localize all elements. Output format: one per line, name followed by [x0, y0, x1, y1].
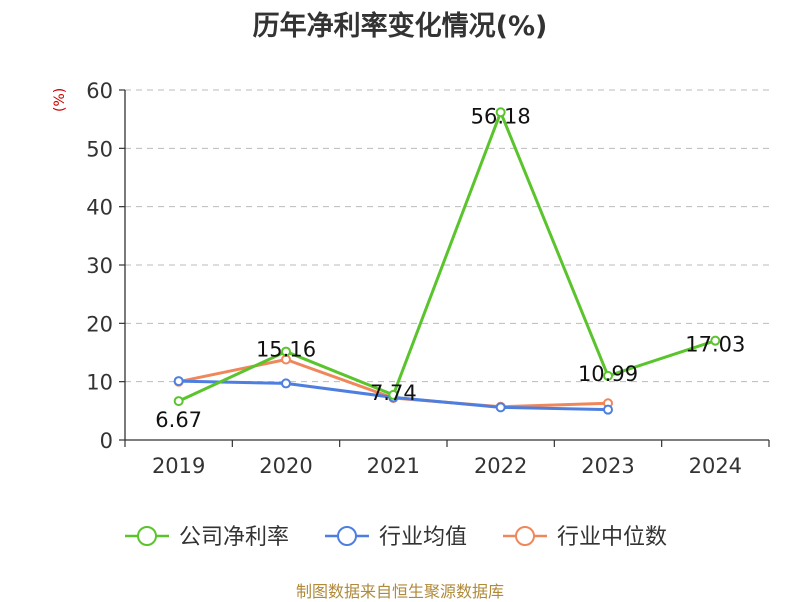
legend[interactable]: 公司净利率 行业均值 行业中位数: [125, 525, 667, 550]
data-label: 17.03: [685, 333, 745, 357]
y-tick-label: 20: [86, 312, 113, 336]
data-label: 56.18: [471, 104, 531, 128]
y-tick-label: 30: [86, 254, 113, 278]
data-point: [603, 404, 613, 415]
legend-label: 行业中位数: [557, 525, 667, 550]
legend-label: 行业均值: [379, 525, 467, 550]
x-tick-label: 2024: [689, 454, 742, 478]
data-label: 6.67: [155, 408, 202, 432]
data-point: [710, 335, 721, 346]
x-tick-label: 2020: [259, 454, 312, 478]
source-note: 制图数据来自恒生聚源数据库: [295, 582, 504, 601]
series-lines: [173, 107, 721, 415]
data-point: [173, 376, 184, 387]
y-tick-label: 10: [86, 371, 113, 395]
x-tick-label: 2019: [152, 454, 205, 478]
x-tick-label: 2022: [474, 454, 527, 478]
legend-item[interactable]: 行业均值: [325, 525, 467, 550]
y-tick-label: 60: [86, 79, 113, 103]
x-tick-label: 2023: [581, 454, 634, 478]
data-label: 15.16: [256, 338, 316, 362]
legend-label: 公司净利率: [179, 525, 289, 550]
series-line: [178, 110, 716, 403]
x-tick-label: 2021: [367, 454, 420, 478]
legend-swatch-marker: [137, 526, 157, 546]
chart-title: 历年净利率变化情况(%): [252, 11, 548, 42]
data-point: [388, 389, 399, 400]
data-point: [281, 378, 291, 389]
data-labels: 6.67 15.16 7.74 56.18 10.99 17.03: [155, 104, 745, 432]
data-label: 10.99: [578, 362, 638, 386]
legend-swatch-marker: [515, 526, 535, 546]
legend-item[interactable]: 公司净利率: [125, 525, 289, 550]
data-point: [495, 107, 506, 118]
axes: 0 10 20 30 40 50 60 2019 2020 2021 2022 2023 2024: [86, 79, 770, 478]
data-point: [495, 402, 506, 413]
data-point: [281, 346, 291, 357]
data-point: [173, 396, 184, 407]
legend-item[interactable]: 行业中位数: [503, 525, 667, 550]
y-tick-label: 0: [100, 429, 113, 453]
y-tick-label: 50: [86, 137, 113, 161]
grid-lines: [125, 89, 769, 383]
legend-swatch-marker: [337, 526, 357, 546]
data-point: [603, 370, 613, 381]
data-label: 7.74: [370, 381, 417, 405]
y-tick-label: 40: [86, 196, 113, 220]
